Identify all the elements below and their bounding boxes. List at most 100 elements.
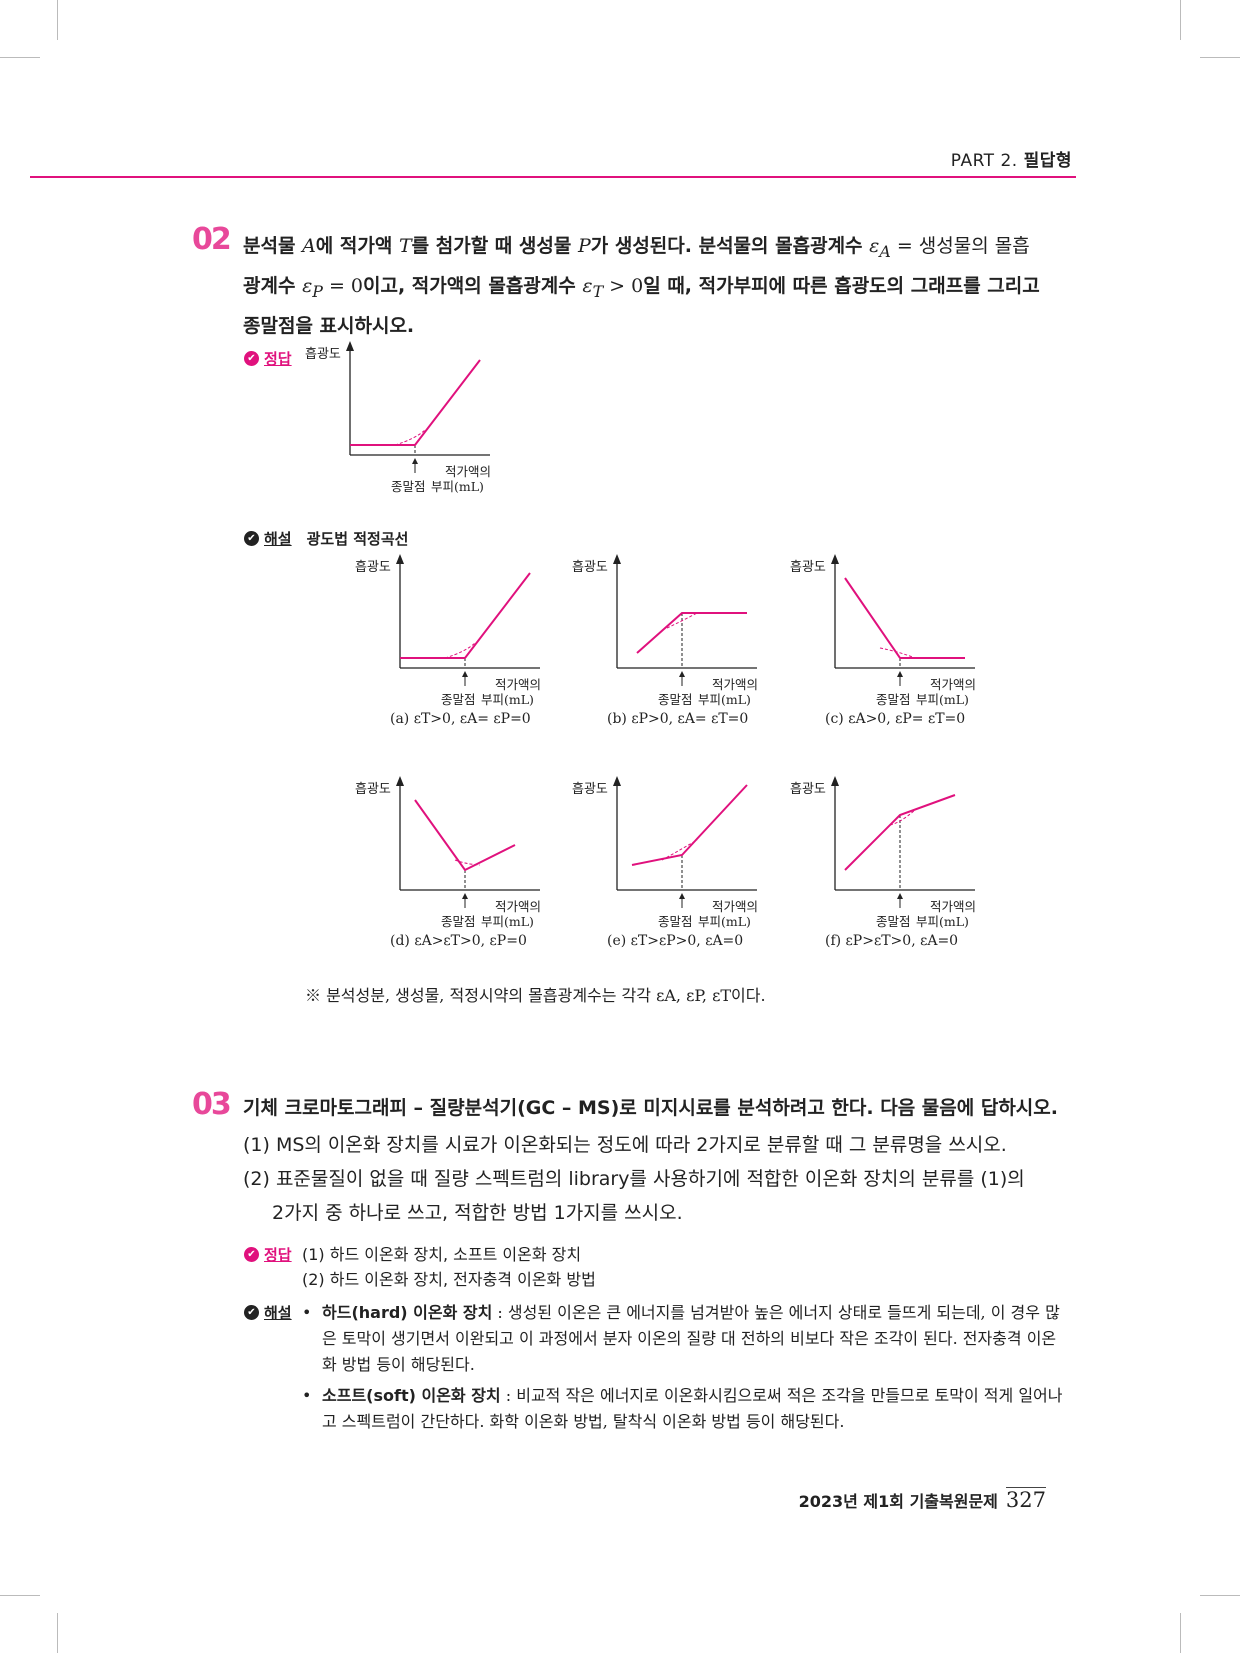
y-axis-label: 흡광도	[355, 560, 391, 575]
crop-mark	[0, 1595, 40, 1596]
y-axis-arrow-icon	[613, 776, 621, 786]
header-rule	[30, 176, 1076, 178]
x-axis-label: 적가액의	[445, 464, 492, 479]
endpoint-arrow-icon	[679, 893, 685, 899]
y-axis-arrow-icon	[831, 776, 839, 786]
y-axis-label: 흡광도	[355, 782, 391, 797]
extrapolation-curve	[666, 612, 698, 629]
graph-caption: (f) εP>εT>0, εA=0	[825, 933, 959, 949]
graph-svg	[346, 341, 490, 473]
explain-tag: ✔ 해설	[244, 1302, 292, 1323]
sub-question: (1) MS의 이온화 장치를 시료가 이온화되는 정도에 따라 2가지로 분류…	[243, 1134, 1007, 1156]
endpoint-arrow-icon	[462, 893, 468, 899]
x-axis-unit-label: 부피(mL)	[481, 692, 534, 707]
endpoint-arrow-icon	[462, 671, 468, 677]
x-axis-unit-label: 부피(mL)	[481, 914, 534, 929]
endpoint-label: 종말점	[441, 914, 476, 929]
answer-tag: ✔ 정답	[244, 348, 292, 369]
extrapolation-curve	[454, 859, 481, 866]
crop-mark	[57, 0, 58, 40]
graph-svg	[831, 776, 975, 908]
x-axis-unit-label: 부피(mL)	[698, 914, 751, 929]
question-text: 분석물 A에 적가액 T를 첨가할 때 생성물 P가 생성된다. 분석물의 몰흡…	[243, 229, 1070, 343]
sub-question: 2가지 중 하나로 쓰고, 적합한 방법 1가지를 쓰시오.	[272, 1202, 683, 1224]
header-section: 필답형	[1023, 151, 1072, 171]
check-icon: ✔	[244, 1247, 259, 1262]
graph-caption: (d) εA>εT>0, εP=0	[390, 933, 527, 949]
question-text: 기체 크로마토그래피 – 질량분석기(GC – MS)로 미지시료를 분석하려고…	[243, 1097, 1058, 1119]
endpoint-label: 종말점	[391, 479, 426, 494]
crop-mark	[1200, 57, 1240, 58]
y-axis-label: 흡광도	[572, 560, 608, 575]
endpoint-arrow-icon	[897, 671, 903, 677]
endpoint-label: 종말점	[658, 692, 693, 707]
x-axis-unit-label: 부피(mL)	[431, 479, 484, 494]
page-number: 327	[1005, 1487, 1046, 1512]
titration-curve	[350, 359, 481, 446]
x-axis-label: 적가액의	[495, 899, 542, 914]
extrapolation-curve	[889, 809, 916, 826]
footer-title: 2023년 제1회 기출복원문제	[798, 1492, 998, 1511]
y-axis-arrow-icon	[831, 554, 839, 564]
titration-graph: 흡광도 적가액의 종말점 부피(mL) (b) εP>0, εA= εT=0	[567, 548, 772, 748]
endpoint-arrow-icon	[897, 893, 903, 899]
explanation-bullet: • 소프트(soft) 이온화 장치 : 비교적 작은 에너지로 이온화시킴으로…	[302, 1383, 1068, 1435]
x-axis-label: 적가액의	[930, 677, 977, 692]
titration-curve	[844, 577, 965, 659]
page-footer: 2023년 제1회 기출복원문제 327	[799, 1487, 1046, 1512]
crop-mark	[0, 57, 40, 58]
titration-graph: 흡광도 적가액의 종말점 부피(mL) (e) εT>εP>0, εA=0	[567, 770, 772, 970]
endpoint-arrow-icon	[679, 671, 685, 677]
footnote: ※ 분석성분, 생성물, 적정시약의 몰흡광계수는 각각 εA, εP, εT이…	[305, 986, 766, 1005]
question-line: 광계수 εP = 0이고, 적가액의 몰흡광계수 εT > 0일 때, 적가부피…	[243, 274, 1040, 301]
question-number: 02	[192, 222, 232, 257]
graph-caption: (a) εT>0, εA= εP=0	[390, 711, 531, 727]
endpoint-label: 종말점	[876, 692, 911, 707]
titration-curve	[844, 794, 956, 871]
titration-graph: 흡광도 적가액의 종말점 부피(mL) (c) εA>0, εP= εT=0	[785, 548, 990, 748]
graph-caption: (e) εT>εP>0, εA=0	[607, 933, 744, 949]
titration-graph: 흡광도 적가액의 종말점 부피(mL) (a) εT>0, εA= εP=0	[350, 548, 555, 748]
graph-svg	[396, 776, 540, 908]
explain-tag: ✔ 해설 광도법 적정곡선	[244, 528, 408, 549]
check-icon: ✔	[244, 351, 259, 366]
explanation-bullet: • 하드(hard) 이온화 장치 : 생성된 이온은 큰 에너지를 넘겨받아 …	[302, 1300, 1068, 1378]
endpoint-arrow-icon	[412, 458, 418, 464]
graph-caption: (b) εP>0, εA= εT=0	[607, 711, 749, 727]
crop-mark	[57, 1613, 58, 1653]
y-axis-arrow-icon	[396, 776, 404, 786]
x-axis-label: 적가액의	[930, 899, 977, 914]
question-number: 03	[192, 1087, 232, 1122]
titration-curve	[400, 572, 531, 659]
extrapolation-curve	[394, 429, 426, 446]
header-part: PART 2.	[950, 151, 1018, 171]
titration-curve	[636, 612, 747, 654]
endpoint-label: 종말점	[658, 914, 693, 929]
x-axis-unit-label: 부피(mL)	[916, 914, 969, 929]
x-axis-label: 적가액의	[495, 677, 542, 692]
y-axis-label: 흡광도	[572, 782, 608, 797]
check-icon: ✔	[244, 531, 259, 546]
crop-mark	[1200, 1595, 1240, 1596]
answer-line: (1) 하드 이온화 장치, 소프트 이온화 장치	[302, 1245, 582, 1264]
graph-svg	[396, 554, 540, 686]
y-axis-label: 흡광도	[790, 782, 826, 797]
titration-graph: 흡광도 적가액의 종말점 부피(mL) (f) εP>εT>0, εA=0	[785, 770, 990, 970]
running-header: PART 2. 필답형	[951, 146, 1072, 171]
graph-svg	[613, 776, 757, 908]
crop-mark	[1180, 1613, 1181, 1653]
answer-line: (2) 하드 이온화 장치, 전자충격 이온화 방법	[302, 1270, 596, 1289]
extrapolation-curve	[444, 642, 476, 659]
y-axis-label: 흡광도	[305, 347, 341, 362]
graph-svg	[613, 554, 757, 686]
x-axis-unit-label: 부피(mL)	[916, 692, 969, 707]
y-axis-label: 흡광도	[790, 560, 826, 575]
titration-curve	[414, 799, 516, 872]
y-axis-arrow-icon	[613, 554, 621, 564]
crop-mark	[1180, 0, 1181, 40]
bullet-icon: •	[302, 1303, 312, 1322]
check-icon: ✔	[244, 1305, 259, 1320]
titration-curve	[631, 784, 748, 866]
